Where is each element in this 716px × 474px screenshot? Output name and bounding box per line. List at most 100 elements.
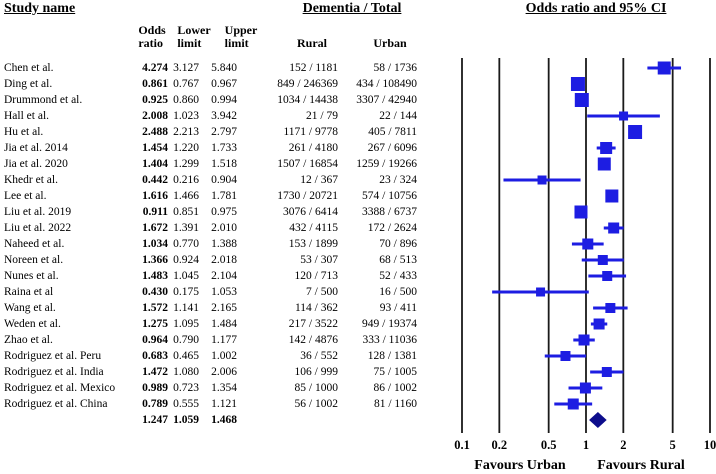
upper-limit-cell: 1.121 [211, 398, 237, 410]
urban-count-cell: 23 / 324 [379, 174, 417, 186]
study-row: Zhao et al. 0.964 0.790 1.177 142 / 4876 333 … [0, 332, 440, 348]
axis-tick-label: 5 [670, 438, 676, 452]
upper-limit-cell: 2.018 [211, 254, 237, 266]
rural-count-cell: 36 / 552 [300, 350, 338, 362]
odds-ratio-cell: 1.034 [142, 238, 168, 250]
effect-size-square [567, 398, 579, 410]
urban-count-cell: 52 / 433 [379, 270, 417, 282]
rural-count-cell: 106 / 999 [294, 366, 338, 378]
effect-size-square [601, 367, 612, 377]
study-row: Nunes et al. 1.483 1.045 2.104 120 / 713 52 /… [0, 268, 440, 284]
lower-limit-cell: 0.860 [173, 94, 199, 106]
odds-ratio-cell: 0.442 [142, 174, 168, 186]
rural-count-cell: 114 / 362 [294, 302, 338, 314]
rural-count-cell: 142 / 4876 [288, 334, 338, 346]
lower-limit-col-header: Lower limit [177, 23, 211, 50]
rural-count-cell: 217 / 3522 [288, 318, 338, 330]
upper-limit-cell: 1.053 [211, 286, 237, 298]
study-name-cell: Lee et al. [4, 190, 47, 202]
urban-col-header: Urban [373, 36, 407, 50]
study-name-cell: Rodriguez et al. Peru [4, 350, 102, 362]
upper-limit-cell: 1.733 [211, 142, 237, 154]
lower-limit-cell: 0.465 [173, 350, 199, 362]
lower-limit-cell: 1.299 [173, 158, 199, 170]
rural-col-header: Rural [297, 36, 327, 50]
lower-limit-cell: 1.220 [173, 142, 199, 154]
urban-count-cell: 86 / 1002 [373, 382, 417, 394]
study-name-cell: Khedr et al. [4, 174, 58, 186]
rural-count-cell: 1034 / 14438 [277, 94, 338, 106]
urban-count-cell: 172 / 2624 [367, 222, 417, 234]
favours-rural-label: Favours Rural [597, 458, 685, 473]
pooled-diamond [589, 412, 607, 428]
upper-limit-cell: 0.967 [211, 78, 237, 90]
urban-count-cell: 1259 / 19266 [356, 158, 417, 170]
upper-limit-cell: 2.797 [211, 126, 237, 138]
rural-count-cell: 432 / 4115 [289, 222, 338, 234]
lower-limit-cell: 0.851 [173, 206, 199, 218]
study-row: Raina et al 0.430 0.175 1.053 7 / 500 16 / 50… [0, 284, 440, 300]
study-name-cell: Rodriguez et al. China [4, 398, 108, 410]
odds-ratio-cell: 1.247 [142, 414, 168, 426]
upper-limit-cell: 1.468 [211, 414, 237, 426]
odds-ratio-cell: 1.672 [142, 222, 168, 234]
study-row: Wang et al. 1.572 1.141 2.165 114 / 362 93 / … [0, 300, 440, 316]
rural-count-cell: 152 / 1181 [289, 62, 338, 74]
upper-limit-cell: 0.994 [211, 94, 237, 106]
upper-limit-cell: 1.177 [211, 334, 237, 346]
rural-count-cell: 85 / 1000 [294, 382, 338, 394]
effect-size-square [600, 142, 613, 154]
lower-limit-cell: 1.023 [173, 110, 199, 122]
axis-tick-label: 0.1 [454, 438, 470, 452]
upper-limit-cell: 1.002 [211, 350, 237, 362]
study-row: Rodriguez et al. India 1.472 1.080 2.006 106… [0, 364, 440, 380]
rural-count-cell: 1507 / 16854 [277, 158, 338, 170]
study-name-header: Study name [4, 1, 76, 16]
rural-count-cell: 7 / 500 [306, 286, 338, 298]
lower-limit-cell: 0.790 [173, 334, 199, 346]
axis-tick-label: 10 [704, 438, 716, 452]
study-name-cell: Chen et al. [4, 62, 54, 74]
lower-limit-cell: 1.080 [173, 366, 199, 378]
lower-limit-cell: 1.141 [173, 302, 199, 314]
odds-ratio-cell: 1.275 [142, 318, 168, 330]
odds-ratio-cell: 2.488 [142, 126, 168, 138]
study-row: Khedr et al. 0.442 0.216 0.904 12 / 367 23 / … [0, 172, 440, 188]
favours-urban-label: Favours Urban [474, 458, 566, 473]
odds-ratio-cell: 1.366 [142, 254, 168, 266]
upper-limit-cell: 0.975 [211, 206, 237, 218]
odds-ratio-cell: 1.472 [142, 366, 168, 378]
rural-count-cell: 1730 / 20721 [277, 190, 338, 202]
rural-count-cell: 56 / 1002 [294, 398, 338, 410]
lower-limit-cell: 1.045 [173, 270, 199, 282]
rural-count-cell: 153 / 1899 [288, 238, 338, 250]
odds-ratio-cell: 0.964 [142, 334, 168, 346]
lower-limit-cell: 0.723 [173, 382, 199, 394]
urban-count-cell: 81 / 1160 [373, 398, 417, 410]
study-row: Naheed et al. 1.034 0.770 1.388 153 / 1899 70… [0, 236, 440, 252]
rural-count-cell: 12 / 367 [300, 174, 338, 186]
rural-count-cell: 120 / 713 [294, 270, 338, 282]
odds-ratio-cell: 1.572 [142, 302, 168, 314]
lower-limit-cell: 0.770 [173, 238, 199, 250]
lower-limit-cell: 0.555 [173, 398, 199, 410]
lower-limit-cell: 0.924 [173, 254, 199, 266]
study-row: Chen et al. 4.274 3.127 5.840 152 / 1181 58 /… [0, 60, 440, 76]
odds-ratio-cell: 1.404 [142, 158, 168, 170]
upper-limit-col-header: Upper limit [224, 23, 258, 50]
odds-ratio-cell: 0.789 [142, 398, 168, 410]
urban-count-cell: 68 / 513 [379, 254, 417, 266]
total-row: 1.247 1.059 1.468 [0, 412, 440, 428]
effect-size-square [628, 125, 643, 139]
upper-limit-cell: 2.104 [211, 270, 237, 282]
lower-limit-cell: 1.391 [173, 222, 199, 234]
effect-size-square [593, 318, 605, 330]
urban-count-cell: 949 / 19374 [362, 318, 417, 330]
urban-count-cell: 574 / 10756 [362, 190, 417, 202]
rural-count-cell: 53 / 307 [300, 254, 338, 266]
rural-count-cell: 3076 / 6414 [283, 206, 338, 218]
effect-size-square [570, 77, 585, 91]
urban-count-cell: 58 / 1736 [373, 62, 417, 74]
odds-ratio-cell: 1.454 [142, 142, 168, 154]
